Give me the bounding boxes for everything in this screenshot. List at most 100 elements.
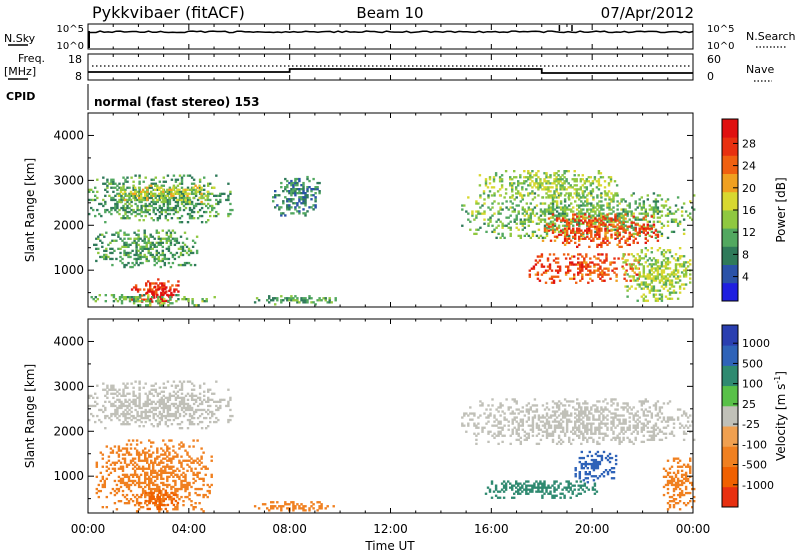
heatmap-cell <box>146 188 149 192</box>
heatmap-cell <box>549 228 553 231</box>
heatmap-cell <box>98 408 101 412</box>
heatmap-cell <box>180 186 184 189</box>
heatmap-cell <box>168 396 172 400</box>
heatmap-cell <box>500 178 504 181</box>
heatmap-cell <box>146 410 149 414</box>
heatmap-cell <box>557 440 561 444</box>
heatmap-cell <box>160 414 164 418</box>
heatmap-cell <box>115 239 118 242</box>
heatmap-cell <box>548 277 552 280</box>
heatmap-cell <box>184 192 187 196</box>
heatmap-cell <box>170 498 173 501</box>
heatmap-cell <box>198 178 202 181</box>
heatmap-cell <box>531 230 535 234</box>
heatmap-cell <box>190 214 194 218</box>
heatmap-cell <box>549 434 553 437</box>
heatmap-cell <box>181 245 185 249</box>
heatmap-cell <box>479 196 482 199</box>
heatmap-cell <box>676 297 680 300</box>
heatmap-cell <box>565 400 569 403</box>
heatmap-cell <box>640 227 644 230</box>
heatmap-cell <box>545 428 549 431</box>
heatmap-cell <box>160 406 164 410</box>
heatmap-cell <box>555 180 558 183</box>
heatmap-cell <box>147 288 150 291</box>
heatmap-cell <box>632 226 635 229</box>
heatmap-cell <box>628 237 631 240</box>
heatmap-cell <box>270 501 273 504</box>
heatmap-cell <box>123 495 127 499</box>
heatmap-cell <box>113 239 116 242</box>
heatmap-cell <box>147 241 150 245</box>
heatmap-cell <box>318 299 321 302</box>
heatmap-cell <box>140 294 144 297</box>
heatmap-cell <box>304 192 307 195</box>
heatmap-cell <box>136 198 139 202</box>
heatmap-cell <box>600 229 603 232</box>
heatmap-cell <box>509 182 512 185</box>
heatmap-cell <box>613 257 616 260</box>
heatmap-cell <box>549 202 553 205</box>
heatmap-cell <box>274 303 277 306</box>
heatmap-cell <box>656 233 660 236</box>
heatmap-cell <box>484 178 488 181</box>
heatmap-cell <box>152 178 155 181</box>
heatmap-cell <box>586 231 589 234</box>
heatmap-cell <box>592 225 595 228</box>
heatmap-cell <box>152 475 155 479</box>
heatmap-cell <box>615 184 619 187</box>
heatmap-cell <box>284 297 287 300</box>
heatmap-cell <box>527 234 531 238</box>
heatmap-cell <box>545 232 549 236</box>
heatmap-cell <box>157 235 161 238</box>
heatmap-cell <box>139 253 142 257</box>
heatmap-cell <box>168 451 171 454</box>
heatmap-cell <box>164 180 168 183</box>
heatmap-cell <box>507 222 510 225</box>
heatmap-cell <box>547 188 550 191</box>
heatmap-cell <box>612 225 615 228</box>
heatmap-cell <box>666 236 670 240</box>
heatmap-cell <box>605 273 608 276</box>
heatmap-cell <box>598 237 601 240</box>
heatmap-cell <box>146 467 149 470</box>
heatmap-cell <box>182 414 186 418</box>
heatmap-cell <box>529 178 532 181</box>
heatmap-cell <box>180 400 184 404</box>
heatmap-cell <box>646 277 650 280</box>
heatmap-cell <box>166 202 170 206</box>
heatmap-cell <box>157 241 161 245</box>
heatmap-cell <box>94 420 97 424</box>
heatmap-cell <box>156 293 159 297</box>
heatmap-cell <box>136 212 139 216</box>
heatmap-cell <box>125 241 128 245</box>
heatmap-cell <box>122 184 125 187</box>
heatmap-cell <box>581 273 584 276</box>
heatmap-cell <box>137 459 141 462</box>
heatmap-cell <box>290 190 293 193</box>
heatmap-cell <box>574 422 577 425</box>
heatmap-cell <box>585 263 588 266</box>
heatmap-cell <box>280 206 283 209</box>
heatmap-cell <box>475 232 478 236</box>
heatmap-cell <box>194 491 197 495</box>
heatmap-cell <box>580 422 583 425</box>
heatmap-cell <box>613 180 617 183</box>
heatmap-cell <box>682 273 686 276</box>
heatmap-cell <box>215 416 218 420</box>
heatmap-cell <box>138 414 141 418</box>
heatmap-cell <box>616 194 619 197</box>
heatmap-cell <box>178 427 182 430</box>
heatmap-cell <box>609 180 613 183</box>
heatmap-cell <box>555 406 559 409</box>
heatmap-cell <box>174 506 177 509</box>
heatmap-cell <box>106 396 109 400</box>
heatmap-cell <box>172 471 175 475</box>
heatmap-cell <box>160 467 163 470</box>
heatmap-cell <box>173 257 177 261</box>
heatmap-cell <box>182 406 186 410</box>
heatmap-cell <box>162 299 165 303</box>
heatmap-cell <box>557 426 561 429</box>
heatmap-cell <box>605 255 608 258</box>
heatmap-cell <box>594 210 597 213</box>
